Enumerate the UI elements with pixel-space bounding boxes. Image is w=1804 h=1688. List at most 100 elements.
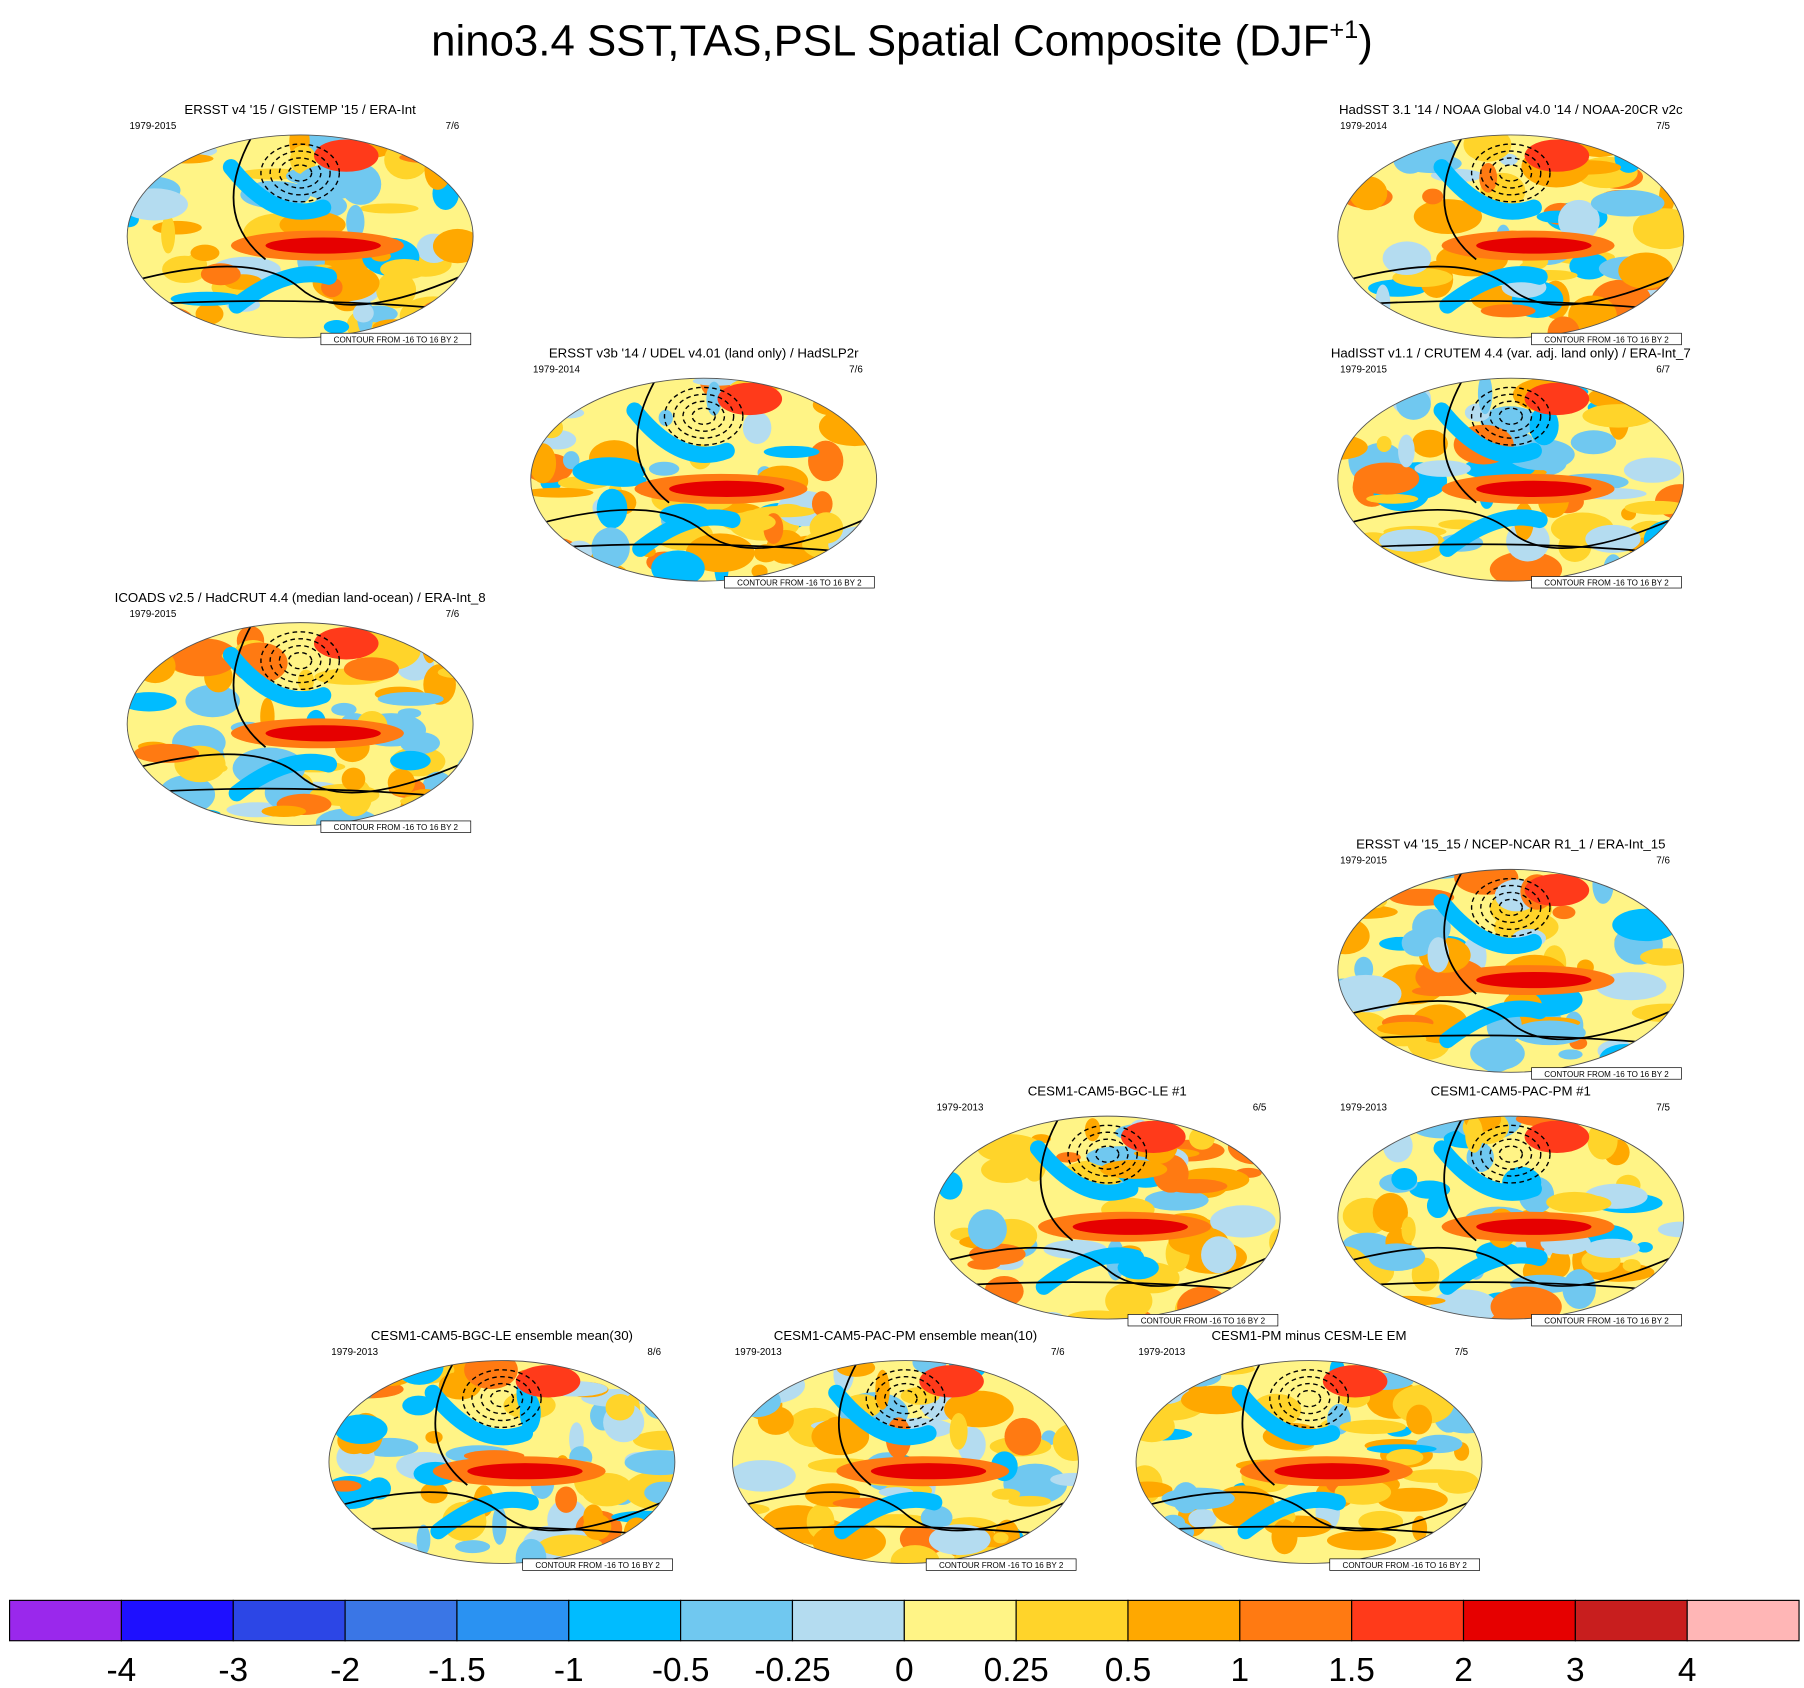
map-patch [341,767,366,791]
panel-title: CESM1-CAM5-BGC-LE #1 [1028,1083,1187,1098]
panel-title: ERSST v3b '14 / UDEL v4.01 (land only) /… [549,345,859,360]
map-patch [185,684,240,718]
map-contour-dashed [663,386,744,446]
map-contour-dashed [489,1389,515,1408]
map-patch [861,1514,932,1528]
map-patch [773,503,803,516]
map-warm-core [1476,971,1592,989]
map-contour [328,1491,675,1532]
contour-label: CONTOUR FROM -16 TO 16 BY 2 [1544,1070,1669,1079]
map-patch [744,1539,771,1564]
map-patch [605,1394,635,1421]
map-patch [1337,434,1368,460]
map-patch [984,1275,1024,1307]
map-patch [1337,547,1369,559]
colorbar-label: 2 [1454,1652,1473,1688]
map-patch [1585,1238,1640,1259]
map-contour-dashed [269,150,331,196]
map-patch [1045,1376,1077,1399]
contour-label: CONTOUR FROM -16 TO 16 BY 2 [1141,1317,1266,1326]
map [1136,1360,1482,1564]
map-patch [1552,905,1576,920]
contour-box [1127,1314,1279,1327]
map-north-warm [1524,382,1590,416]
map-patch [991,1488,1021,1500]
map-patch [134,649,176,684]
map-patch [1655,165,1684,189]
panel-title: ERSST v4 '15_15 / NCEP-NCAR R1_1 / ERA-I… [1356,837,1665,852]
panel-period: 1979-2015 [1340,856,1387,867]
colorbar-swatch [1015,1599,1129,1642]
map-patch [809,512,844,544]
map-contour-dashed [1278,1375,1340,1422]
colorbar-swatch [1462,1599,1576,1642]
map-patch [402,1395,435,1416]
map-patch [424,150,452,190]
title-text: nino3.4 SST,TAS,PSL Spatial Composite (D… [431,16,1329,65]
panel: ICOADS v2.5 / HadCRUT 4.4 (median land-o… [115,590,486,833]
contour-box [1329,1558,1481,1571]
map-patch [1499,153,1518,166]
map-patch [1658,1116,1684,1152]
map-patch [1426,1193,1449,1219]
panel-title: CESM1-CAM5-BGC-LE ensemble mean(30) [371,1328,633,1343]
map-patch [195,303,224,325]
map-patch [1601,134,1622,152]
map [127,134,474,338]
map-patch [648,461,680,476]
map [732,1360,1079,1564]
map-patch [583,1504,604,1529]
map-patch [1640,948,1684,966]
map-patch [1477,378,1493,415]
map-warm-core [1274,1463,1390,1480]
map-north-warm [1121,1120,1186,1154]
figure-title: nino3.4 SST,TAS,PSL Spatial Composite (D… [431,16,1373,65]
map [328,1360,675,1564]
map-patch [530,535,577,560]
map-patch [530,487,594,498]
panel-title: HadSST 3.1 '14 / NOAA Global v4.0 '14 / … [1339,102,1683,117]
colorbar-label: 0.5 [1105,1652,1151,1688]
panel-title: ERSST v4 '15 / GISTEMP '15 / ERA-Int [184,102,416,117]
map-patch [1366,1444,1437,1454]
map-patch [808,440,844,482]
map-contour-dashed [260,631,341,691]
map-patch [788,1360,811,1368]
map-contour-dashed [673,393,735,439]
map-patch [1413,199,1483,235]
panel-title: CESM1-PM minus CESM-LE EM [1211,1328,1406,1343]
map-patch [1105,1282,1153,1319]
map-patch [1391,1167,1418,1191]
map-north-warm [717,382,783,416]
map-contour-dashed [1480,150,1542,196]
panel: CESM1-PM minus CESM-LE EM 1979-2013 7/5 CON… [1135,1328,1483,1571]
map-patch [1649,292,1684,321]
map-contour-dashed [1480,393,1542,439]
contour-label: CONTOUR FROM -16 TO 16 BY 2 [334,335,459,344]
map-patch [633,1430,675,1451]
map-contour [1241,1360,1275,1486]
map-patch [1346,1050,1397,1071]
map-contour-dashed [278,644,322,677]
map-patch [400,794,464,808]
map-patch [451,140,474,160]
map-north-warm [515,1365,581,1398]
map-patch [1529,406,1559,446]
map-patch [1067,1310,1126,1320]
map-patch [127,636,152,654]
contour-label: CONTOUR FROM -16 TO 16 BY 2 [1544,335,1669,344]
map-patch [334,1414,388,1445]
contour-label: CONTOUR FROM -16 TO 16 BY 2 [1544,579,1669,588]
map-patch [530,519,550,535]
map-patch [967,1209,1007,1250]
map-patch [367,1477,392,1500]
map-warm-core [265,237,381,254]
map-patch [1446,1360,1482,1377]
map-contour-dashed [278,157,322,189]
map-patch [340,1378,384,1390]
colorbar-swatch [456,1599,570,1642]
map-outline [328,1360,676,1564]
map-patch [1612,908,1679,942]
map-patch [1558,1049,1583,1060]
map-contour-dashed [1067,1124,1148,1184]
